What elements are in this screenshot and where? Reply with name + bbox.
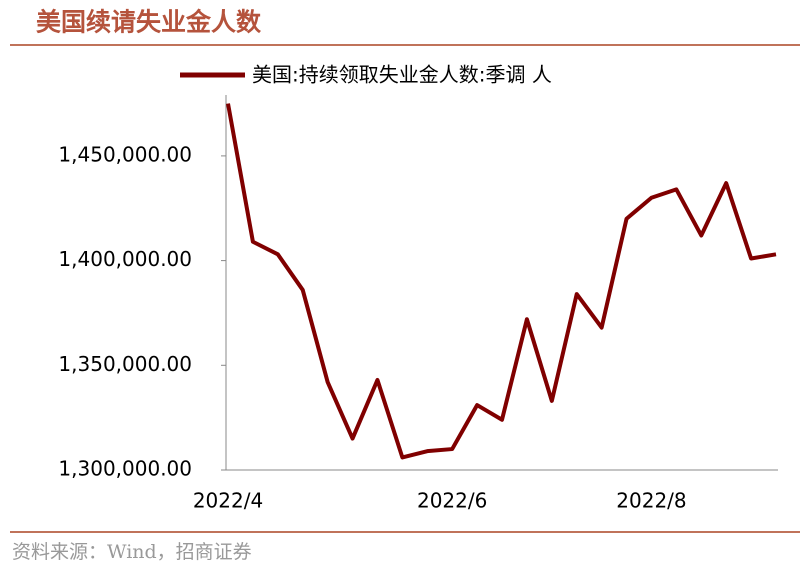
x-tick-label: 2022/4 [193, 489, 263, 513]
line [226, 103, 777, 460]
x-tick-label: 2022/8 [616, 489, 686, 513]
y-tick-label: 1,450,000.00 [58, 142, 192, 166]
chart-title: 美国续请失业金人数 [36, 8, 262, 37]
source: 资料来源：Wind，招商证券 [12, 541, 252, 563]
legend-label: 美国:持续领取失业金人数:季调 人 [252, 63, 552, 87]
x-tick-label: 2022/6 [417, 489, 487, 513]
y-tick-label: 1,400,000.00 [58, 247, 192, 271]
y-tick-label: 1,300,000.00 [58, 457, 192, 481]
y-tick-label: 1,350,000.00 [58, 352, 192, 376]
